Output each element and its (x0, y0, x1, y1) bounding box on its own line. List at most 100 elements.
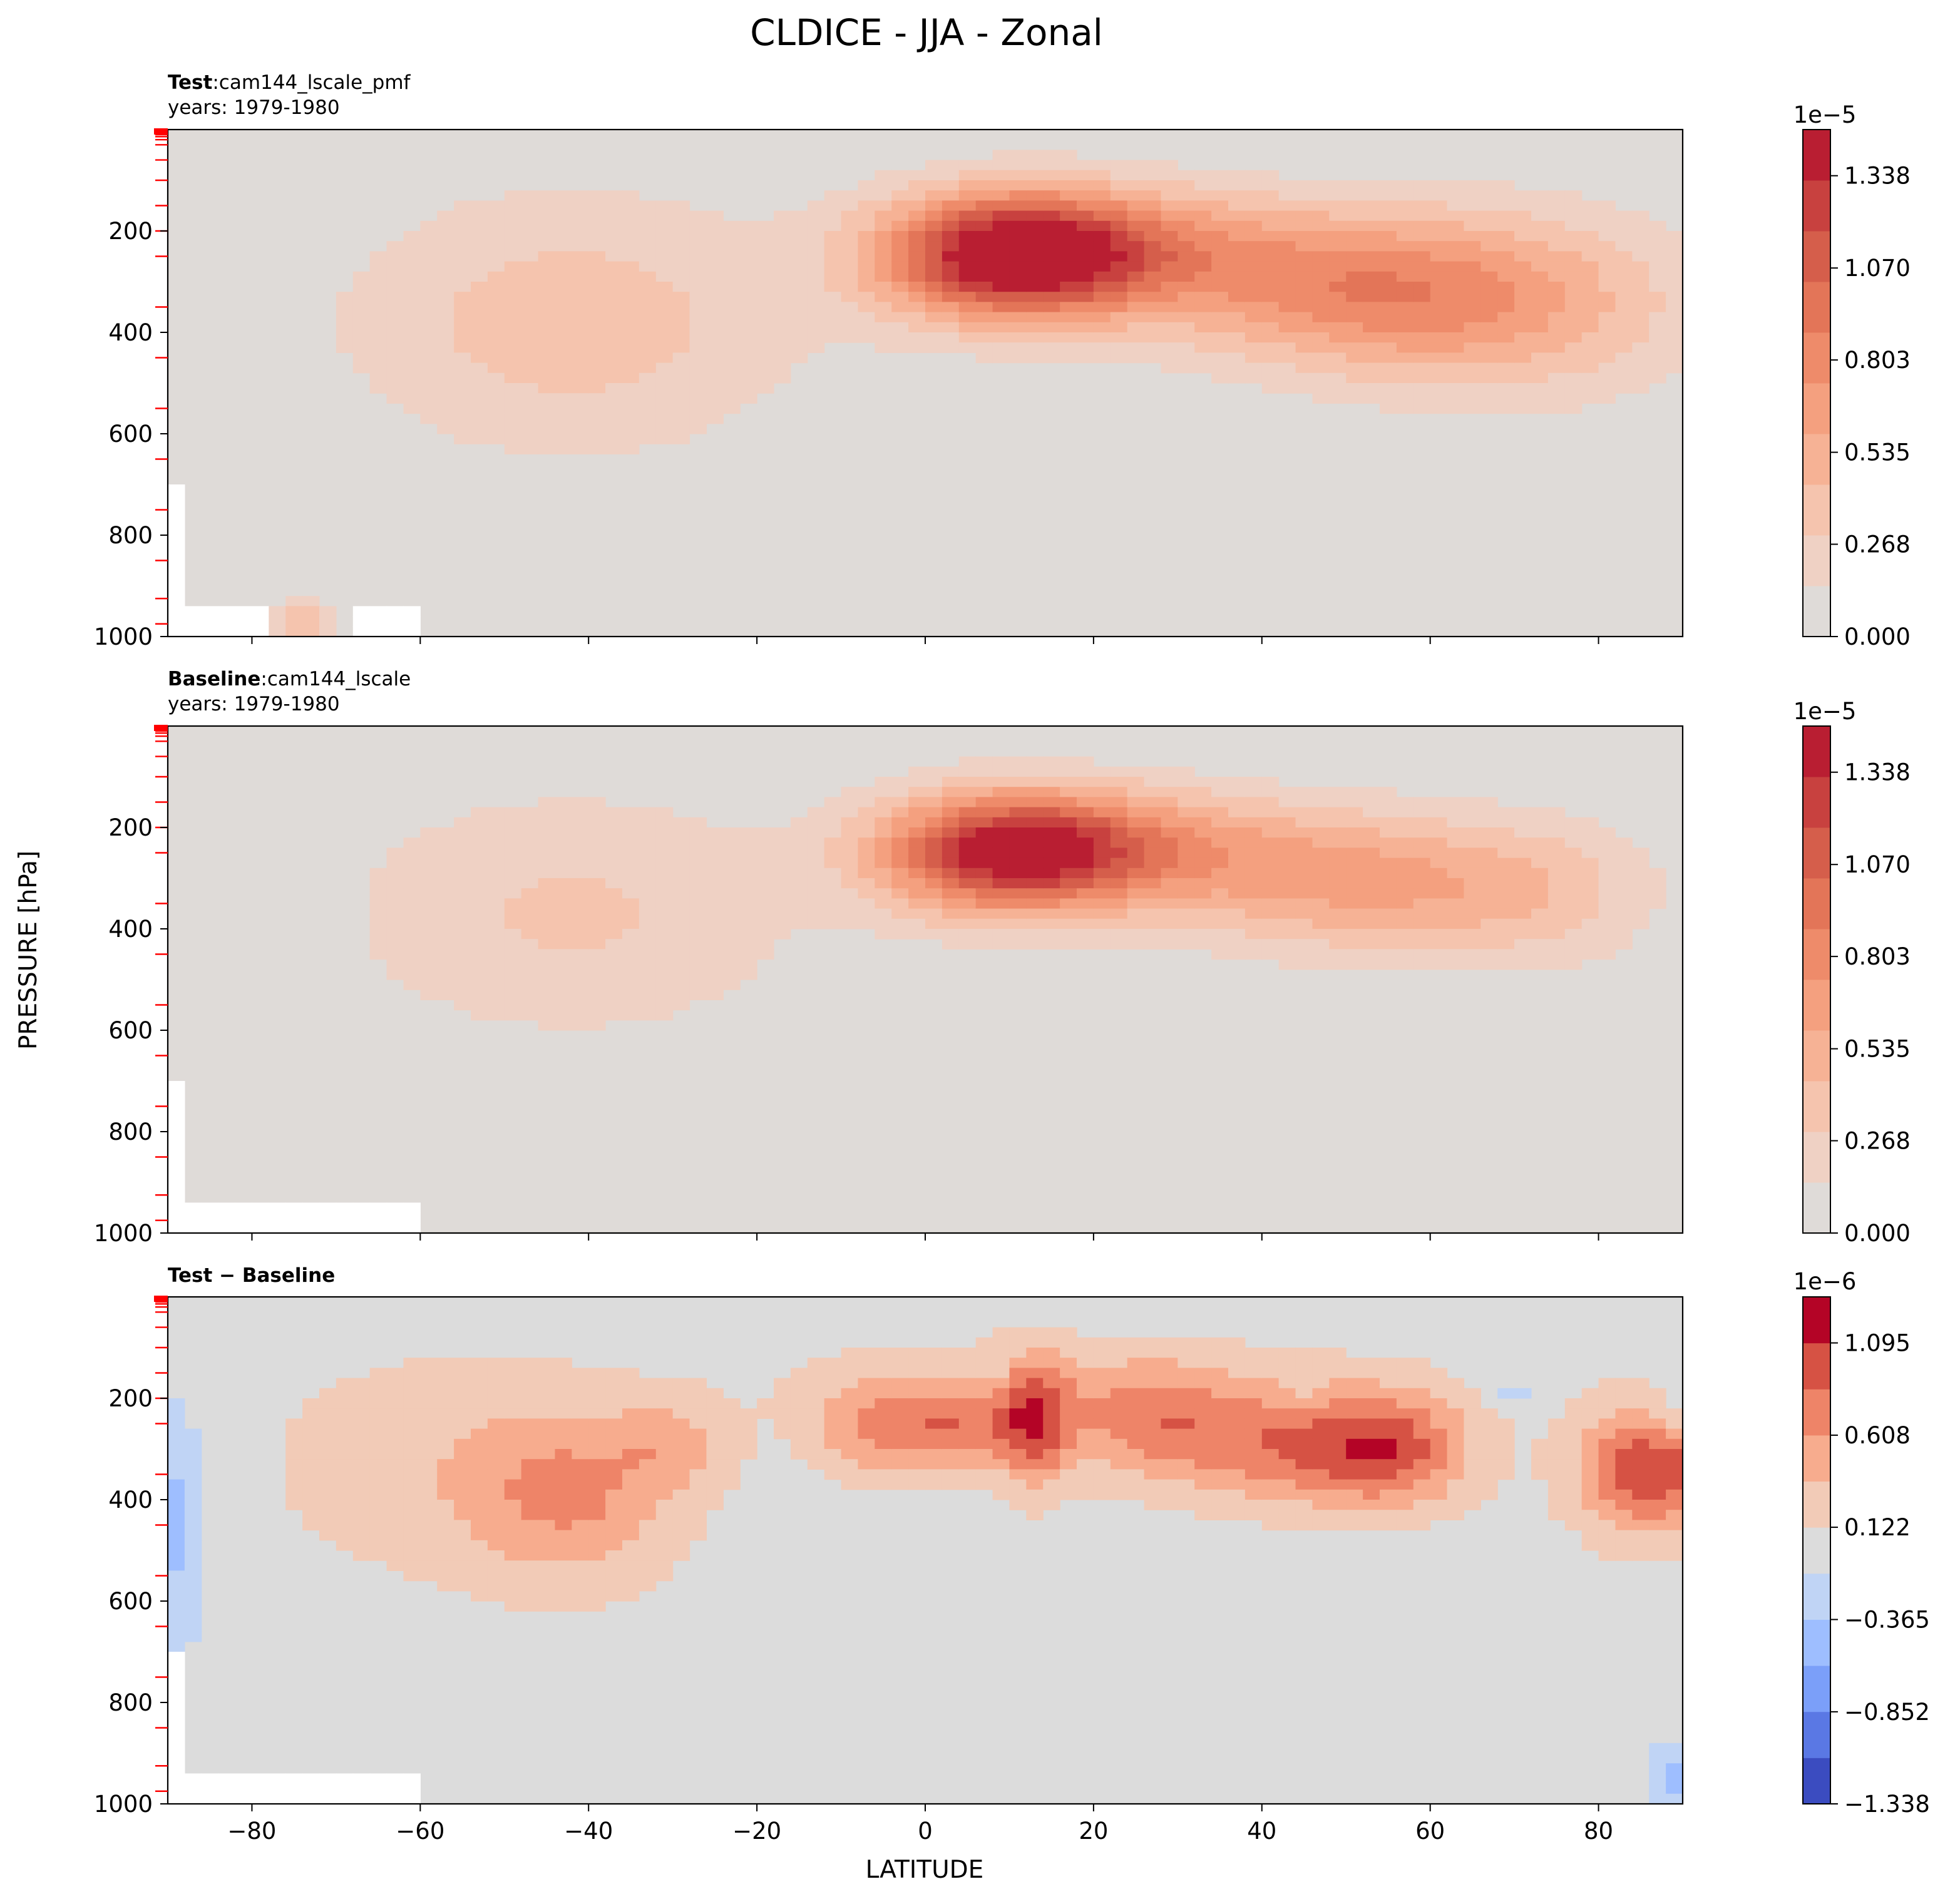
colorbar-segment (1803, 1182, 1830, 1234)
panel-baseline: Baseline:cam144_lscale years: 1979-1980 … (94, 668, 1911, 1247)
colorbar-frame (1802, 129, 1831, 637)
panel-test-plot: 200 400 600 800 1000 (94, 128, 1684, 650)
y-tick-label: 600 (108, 1588, 153, 1615)
y-tick-label: 800 (108, 1689, 153, 1716)
colorbar-tick-label: 0.803 (1844, 943, 1911, 970)
panel-test-subtitle-sep: : (212, 71, 218, 94)
panel-test-subtitle-text: cam144_lscale_pmf (219, 71, 411, 94)
colorbar-segment (1803, 383, 1830, 434)
x-tick-label: 20 (1079, 1818, 1108, 1845)
x-tick-label: −40 (564, 1818, 613, 1845)
y-tick-label: 1000 (94, 623, 153, 650)
y-tick-label: 200 (108, 814, 153, 841)
panel-difference-subtitle: Test − Baseline (168, 1264, 335, 1287)
colorbar-tick-label: −0.365 (1844, 1606, 1930, 1633)
panel-difference-colorbar-scale: 1e−6 (1793, 1268, 1857, 1295)
colorbar-segment (1803, 1081, 1830, 1132)
colorbar-segment (1803, 180, 1830, 232)
colorbar-tick-label: −1.338 (1844, 1791, 1930, 1818)
panel-test-colorbar: 0.000 0.268 0.535 0.803 1.070 1.338 (1802, 129, 1911, 650)
colorbar-segment (1803, 777, 1830, 828)
x-axis-label: LATITUDE (866, 1856, 984, 1884)
colorbar-segment (1803, 332, 1830, 384)
panel-baseline-subtitle-bold: Baseline (168, 668, 260, 690)
panel-baseline-colorbar: 0.000 0.268 0.535 0.803 1.070 1.338 (1802, 725, 1911, 1247)
x-tick-label: −80 (227, 1818, 276, 1845)
model-level-marks (154, 725, 168, 1221)
panel-test-subtitle-bold: Test (168, 71, 213, 94)
x-tick-label: 80 (1584, 1818, 1613, 1845)
colorbar-tick-label: 1.338 (1844, 163, 1911, 190)
panel-test-subtitle: Test:cam144_lscale_pmf (168, 71, 411, 94)
colorbar-segment (1803, 1711, 1830, 1758)
panel-test-colorbar-scale: 1e−5 (1793, 101, 1857, 128)
colorbar-segment (1803, 231, 1830, 282)
contour-field (168, 1327, 1683, 1804)
colorbar-segment (1803, 1573, 1830, 1620)
colorbar-segment (1803, 1030, 1830, 1082)
y-axis-label: PRESSURE [hPa] (14, 851, 43, 1050)
y-tick-label: 400 (108, 319, 153, 346)
x-tick-label: 60 (1415, 1818, 1445, 1845)
colorbar-tick-label: 0.268 (1844, 1128, 1911, 1155)
colorbar-segment (1803, 535, 1830, 586)
colorbar-segment (1803, 929, 1830, 980)
y-tick-label: 600 (108, 1017, 153, 1044)
y-tick-label: 600 (108, 421, 153, 448)
colorbar-tick-label: 0.535 (1844, 1036, 1911, 1063)
colorbar-tick-label: 0.000 (1844, 623, 1911, 650)
colorbar-segment (1803, 434, 1830, 485)
x-tick-label: 0 (918, 1818, 933, 1845)
panel-baseline-subtitle-sep: : (260, 668, 267, 690)
colorbar-tick-label: −0.852 (1844, 1699, 1930, 1726)
colorbar-tick-label: 0.122 (1844, 1514, 1911, 1541)
colorbar-tick-label: 0.803 (1844, 347, 1911, 374)
x-tick-label: −20 (732, 1818, 781, 1845)
colorbar-frame (1802, 725, 1831, 1234)
colorbar-segment (1803, 726, 1830, 777)
colorbar-segment (1803, 1666, 1830, 1712)
panel-test: Test:cam144_lscale_pmf years: 1979-1980 … (94, 71, 1911, 650)
x-tick-label: 40 (1247, 1818, 1276, 1845)
y-tick-label: 800 (108, 522, 153, 549)
colorbar-segment (1803, 1297, 1830, 1344)
y-tick-label: 1000 (94, 1791, 153, 1818)
colorbar-segment (1803, 1389, 1830, 1436)
colorbar-segment (1803, 827, 1830, 879)
y-tick-label: 200 (108, 218, 153, 245)
colorbar-segment (1803, 1132, 1830, 1183)
colorbar-tick-label: 0.268 (1844, 531, 1911, 558)
y-tick-label: 1000 (94, 1220, 153, 1247)
colorbar-segment (1803, 586, 1830, 637)
model-level-marks (154, 128, 168, 625)
colorbar-segment (1803, 130, 1830, 181)
figure-title: CLDICE - JJA - Zonal (750, 11, 1103, 54)
contour-field (168, 150, 1683, 637)
colorbar-tick-label: 0.608 (1844, 1422, 1911, 1449)
panel-baseline-years: years: 1979-1980 (168, 693, 340, 715)
colorbar-tick-label: 1.338 (1844, 759, 1911, 786)
colorbar-segment (1803, 484, 1830, 536)
y-tick-label: 400 (108, 1487, 153, 1513)
y-tick-label: 400 (108, 916, 153, 943)
colorbar-segment (1803, 1435, 1830, 1482)
colorbar-segment (1803, 878, 1830, 929)
contour-field (168, 756, 1666, 1234)
panel-difference-colorbar: −1.338 −0.852 −0.365 0.122 0.608 1.095 (1802, 1296, 1930, 1818)
panel-baseline-subtitle-text: cam144_lscale (267, 668, 411, 690)
panel-baseline-subtitle: Baseline:cam144_lscale (168, 668, 411, 690)
panel-baseline-colorbar-scale: 1e−5 (1793, 698, 1857, 725)
colorbar-frame (1802, 1296, 1831, 1804)
panel-baseline-plot: 200 400 600 800 1000 (94, 725, 1684, 1247)
model-level-marks (154, 1296, 168, 1792)
panel-difference-plot: 200 400 600 800 1000 −80 −60 −40 −20 0 20 40 60 80 (94, 1296, 1684, 1845)
colorbar-tick-label: 0.535 (1844, 439, 1911, 466)
colorbar-tick-label: 1.095 (1844, 1330, 1911, 1357)
colorbar-tick-label: 1.070 (1844, 851, 1911, 878)
panel-test-years: years: 1979-1980 (168, 96, 340, 119)
colorbar-tick-label: 0.000 (1844, 1220, 1911, 1247)
y-tick-label: 800 (108, 1118, 153, 1145)
colorbar-segment (1803, 1481, 1830, 1528)
